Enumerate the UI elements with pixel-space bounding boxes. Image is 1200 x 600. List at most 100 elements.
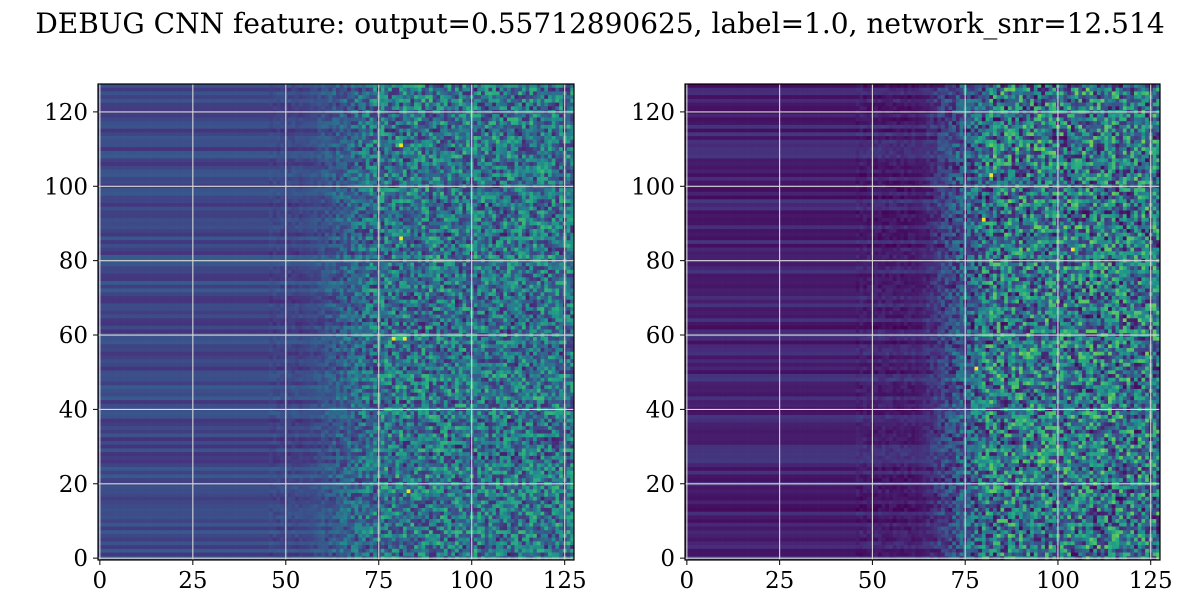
heatmap-cell [533,222,537,226]
heatmap-cell [247,181,251,185]
heatmap-cell [128,170,132,174]
heatmap-cell [239,95,243,99]
heatmap-cell [392,218,396,222]
heatmap-cell [448,214,452,218]
heatmap-cell [131,166,135,170]
heatmap-cell [303,95,307,99]
heatmap-cell [425,177,429,181]
heatmap-cell [158,106,162,110]
heatmap-cell [388,114,392,118]
heatmap-cell [325,218,329,222]
heatmap-cell [366,207,370,211]
heatmap-cell [518,225,522,229]
heatmap-cell [184,88,188,92]
heatmap-cell [325,214,329,218]
heatmap-cell [213,144,217,148]
heatmap-cell [213,103,217,107]
heatmap-cell [466,170,470,174]
heatmap-cell [407,166,411,170]
heatmap-cell [410,210,414,214]
heatmap-cell [544,199,548,203]
heatmap-cell [410,147,414,151]
heatmap-cell [265,136,269,140]
heatmap-cell [407,177,411,181]
heatmap-cell [381,196,385,200]
heatmap-cell [105,162,109,166]
heatmap-cell [187,136,191,140]
heatmap-cell [154,151,158,155]
heatmap-cell [306,147,310,151]
heatmap-cell [414,181,418,185]
heatmap-cell [146,125,150,129]
heatmap-cell [488,203,492,207]
heatmap-cell [217,210,221,214]
heatmap-cell [355,181,359,185]
heatmap-cell [541,151,545,155]
heatmap-cell [462,140,466,144]
heatmap-cell [559,225,563,229]
heatmap-cell [317,196,321,200]
heatmap-cell [474,151,478,155]
heatmap-cell [440,162,444,166]
heatmap-cell [291,117,295,121]
heatmap-cell [135,103,139,107]
heatmap-cell [109,147,113,151]
heatmap-cell [184,125,188,129]
heatmap-cell [172,84,176,88]
heatmap-cell [280,129,284,133]
heatmap-cell [206,117,210,121]
heatmap-cell [172,166,176,170]
heatmap-cell [117,170,121,174]
heatmap-cell [303,155,307,159]
heatmap-cell [433,203,437,207]
heatmap-cell [448,196,452,200]
heatmap-cell [548,155,552,159]
heatmap-cell [407,162,411,166]
heatmap-cell [303,210,307,214]
heatmap-cell [451,140,455,144]
heatmap-cell [165,151,169,155]
heatmap-cell [373,203,377,207]
heatmap-cell [392,199,396,203]
heatmap-cell [295,203,299,207]
heatmap-cell [429,103,433,107]
heatmap-cell [135,147,139,151]
heatmap-cell [102,225,106,229]
heatmap-cell [120,136,124,140]
heatmap-cell [143,84,147,88]
heatmap-cell [384,88,388,92]
heatmap-cell [314,88,318,92]
heatmap-cell [522,173,526,177]
heatmap-cell [362,95,366,99]
heatmap-cell [258,225,262,229]
heatmap-cell [310,84,314,88]
heatmap-cell [418,181,422,185]
heatmap-cell [202,117,206,121]
heatmap-cell [548,99,552,103]
heatmap-cell [488,129,492,133]
heatmap-cell [139,121,143,125]
heatmap-cell [336,121,340,125]
heatmap-cell [258,84,262,88]
heatmap-cell [358,136,362,140]
heatmap-cell [258,151,262,155]
heatmap-cell [496,222,500,226]
heatmap-cell [314,103,318,107]
heatmap-cell [120,91,124,95]
heatmap-cell [258,218,262,222]
heatmap-cell [158,91,162,95]
heatmap-cell [150,103,154,107]
heatmap-cell [332,166,336,170]
heatmap-cell [362,99,366,103]
heatmap-cell [105,99,109,103]
heatmap-cell [555,199,559,203]
heatmap-cell [176,121,180,125]
heatmap-cell [295,170,299,174]
heatmap-cell [158,88,162,92]
heatmap-cell [158,207,162,211]
heatmap-cell [113,177,117,181]
heatmap-cell [154,170,158,174]
heatmap-cell [515,177,519,181]
heatmap-cell [321,196,325,200]
heatmap-cell [195,192,199,196]
